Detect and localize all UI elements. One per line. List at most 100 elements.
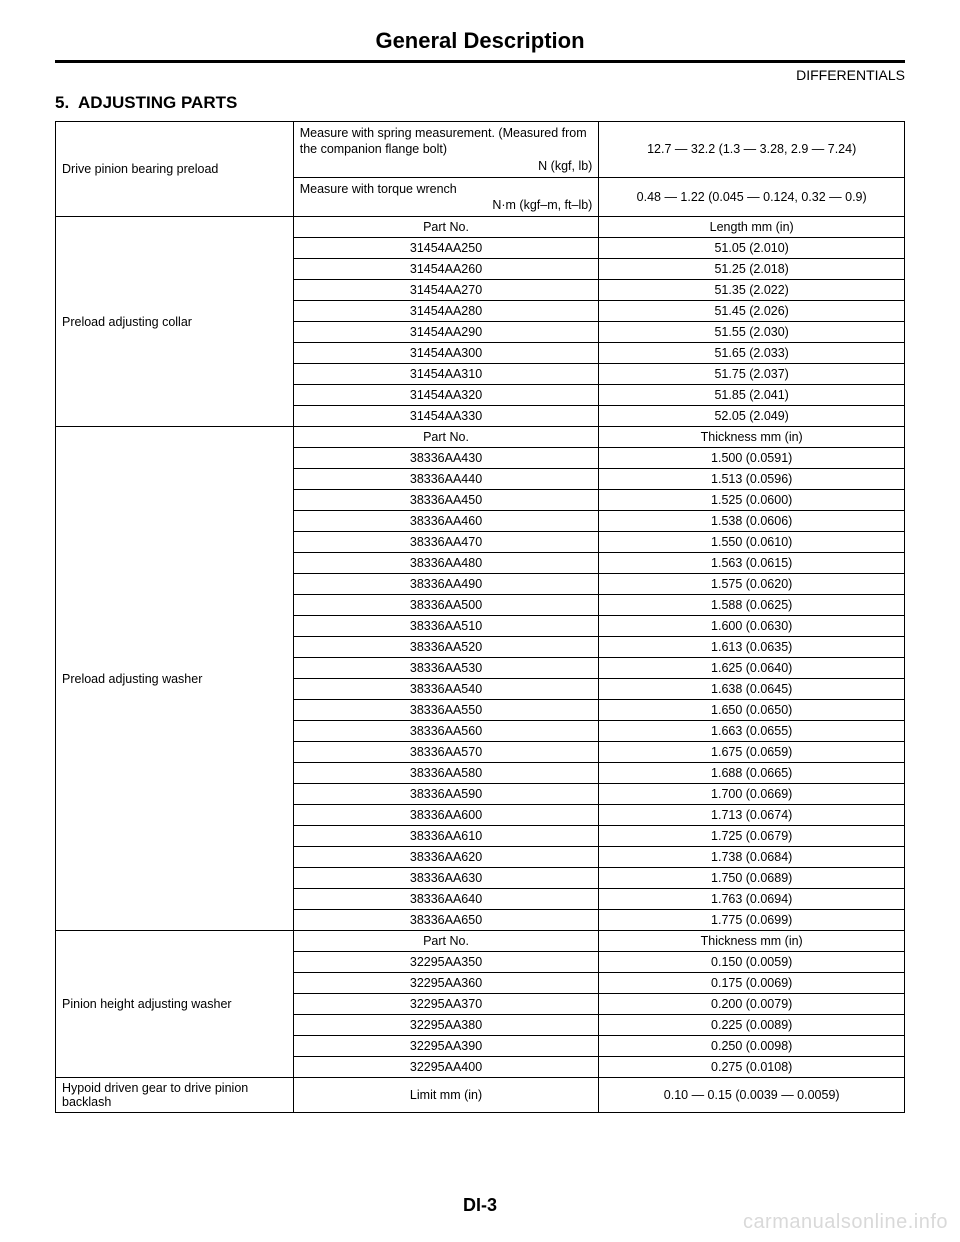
part-value: 1.550 (0.0610) — [599, 532, 905, 553]
part-value: 0.250 (0.0098) — [599, 1036, 905, 1057]
column-header: Part No. — [293, 931, 599, 952]
part-number: 38336AA530 — [293, 658, 599, 679]
part-value: 1.738 (0.0684) — [599, 847, 905, 868]
part-number: 38336AA610 — [293, 826, 599, 847]
part-number: 38336AA480 — [293, 553, 599, 574]
part-number: 31454AA330 — [293, 406, 599, 427]
part-value: 1.713 (0.0674) — [599, 805, 905, 826]
part-number: 32295AA350 — [293, 952, 599, 973]
part-value: 0.175 (0.0069) — [599, 973, 905, 994]
part-number: 38336AA450 — [293, 490, 599, 511]
section-title: 5. ADJUSTING PARTS — [55, 93, 905, 113]
part-value: 1.650 (0.0650) — [599, 700, 905, 721]
part-number: 38336AA620 — [293, 847, 599, 868]
part-number: 38336AA520 — [293, 637, 599, 658]
part-number: 31454AA250 — [293, 238, 599, 259]
part-number: 31454AA260 — [293, 259, 599, 280]
part-value: 51.45 (2.026) — [599, 301, 905, 322]
part-number: 32295AA380 — [293, 1015, 599, 1036]
part-value: 0.275 (0.0108) — [599, 1057, 905, 1078]
adjusting-parts-table: Drive pinion bearing preloadMeasure with… — [55, 121, 905, 1113]
part-value: 1.775 (0.0699) — [599, 910, 905, 931]
part-value: 1.750 (0.0689) — [599, 868, 905, 889]
row-label: Drive pinion bearing preload — [56, 122, 294, 217]
part-value: 1.663 (0.0655) — [599, 721, 905, 742]
part-number: 38336AA490 — [293, 574, 599, 595]
section-name: ADJUSTING PARTS — [78, 93, 237, 112]
part-number: 32295AA370 — [293, 994, 599, 1015]
part-value: 1.675 (0.0659) — [599, 742, 905, 763]
part-number: 38336AA460 — [293, 511, 599, 532]
part-number: 38336AA550 — [293, 700, 599, 721]
part-number: 38336AA540 — [293, 679, 599, 700]
part-value: 1.513 (0.0596) — [599, 469, 905, 490]
row-label: Pinion height adjusting washer — [56, 931, 294, 1078]
part-number: 31454AA280 — [293, 301, 599, 322]
measure-value: 12.7 — 32.2 (1.3 — 3.28, 2.9 — 7.24) — [599, 122, 905, 178]
part-value: 51.85 (2.041) — [599, 385, 905, 406]
part-value: 0.200 (0.0079) — [599, 994, 905, 1015]
part-number: 38336AA470 — [293, 532, 599, 553]
measure-value: 0.48 — 1.22 (0.045 — 0.124, 0.32 — 0.9) — [599, 177, 905, 217]
part-number: 38336AA650 — [293, 910, 599, 931]
part-value: 1.725 (0.0679) — [599, 826, 905, 847]
part-number: 38336AA560 — [293, 721, 599, 742]
part-value: 51.65 (2.033) — [599, 343, 905, 364]
row-label: Preload adjusting collar — [56, 217, 294, 427]
section-number: 5. — [55, 93, 69, 112]
watermark: carmanualsonline.info — [743, 1211, 948, 1234]
part-value: 1.613 (0.0635) — [599, 637, 905, 658]
part-number: 38336AA570 — [293, 742, 599, 763]
page-category: DIFFERENTIALS — [55, 67, 905, 83]
part-number: 38336AA630 — [293, 868, 599, 889]
part-value: 1.688 (0.0665) — [599, 763, 905, 784]
part-number: 38336AA640 — [293, 889, 599, 910]
part-value: 51.55 (2.030) — [599, 322, 905, 343]
part-value: 51.05 (2.010) — [599, 238, 905, 259]
column-header: Length mm (in) — [599, 217, 905, 238]
part-value: 1.700 (0.0669) — [599, 784, 905, 805]
part-value: 1.538 (0.0606) — [599, 511, 905, 532]
column-header: Thickness mm (in) — [599, 427, 905, 448]
part-value: 1.575 (0.0620) — [599, 574, 905, 595]
column-header: Part No. — [293, 427, 599, 448]
part-value: 0.225 (0.0089) — [599, 1015, 905, 1036]
part-number: 31454AA320 — [293, 385, 599, 406]
page-title: General Description — [55, 28, 905, 54]
part-number: 38336AA510 — [293, 616, 599, 637]
part-value: 1.500 (0.0591) — [599, 448, 905, 469]
part-value: 51.25 (2.018) — [599, 259, 905, 280]
backlash-value: 0.10 — 0.15 (0.0039 — 0.0059) — [599, 1078, 905, 1113]
part-number: 31454AA310 — [293, 364, 599, 385]
header-rule — [55, 60, 905, 63]
part-number: 31454AA270 — [293, 280, 599, 301]
part-number: 38336AA600 — [293, 805, 599, 826]
part-number: 38336AA440 — [293, 469, 599, 490]
column-header: Thickness mm (in) — [599, 931, 905, 952]
part-value: 0.150 (0.0059) — [599, 952, 905, 973]
measure-desc: Measure with torque wrenchN·m (kgf–m, ft… — [293, 177, 599, 217]
part-value: 51.75 (2.037) — [599, 364, 905, 385]
part-value: 1.638 (0.0645) — [599, 679, 905, 700]
part-value: 51.35 (2.022) — [599, 280, 905, 301]
part-number: 32295AA360 — [293, 973, 599, 994]
row-label: Hypoid driven gear to drive pinion backl… — [56, 1078, 294, 1113]
part-number: 38336AA590 — [293, 784, 599, 805]
column-header: Part No. — [293, 217, 599, 238]
part-value: 1.600 (0.0630) — [599, 616, 905, 637]
measure-desc: Measure with spring measurement. (Measur… — [293, 122, 599, 178]
part-number: 38336AA580 — [293, 763, 599, 784]
part-value: 1.525 (0.0600) — [599, 490, 905, 511]
part-value: 1.763 (0.0694) — [599, 889, 905, 910]
part-value: 1.588 (0.0625) — [599, 595, 905, 616]
part-number: 38336AA500 — [293, 595, 599, 616]
part-number: 31454AA290 — [293, 322, 599, 343]
part-number: 38336AA430 — [293, 448, 599, 469]
part-number: 32295AA400 — [293, 1057, 599, 1078]
backlash-unit: Limit mm (in) — [293, 1078, 599, 1113]
row-label: Preload adjusting washer — [56, 427, 294, 931]
part-value: 52.05 (2.049) — [599, 406, 905, 427]
part-value: 1.563 (0.0615) — [599, 553, 905, 574]
part-number: 32295AA390 — [293, 1036, 599, 1057]
part-number: 31454AA300 — [293, 343, 599, 364]
